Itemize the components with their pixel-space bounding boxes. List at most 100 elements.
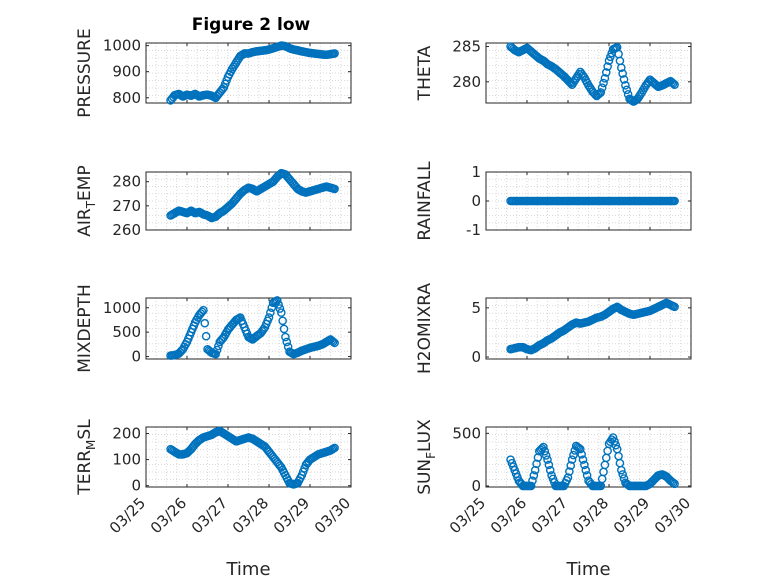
y-axis-label: PRESSURE: [75, 28, 95, 117]
data-point: [668, 79, 678, 88]
data-point: [618, 69, 627, 78]
y-axis-label: MIXDEPTH: [75, 284, 95, 373]
y-tick-label: 500: [112, 323, 141, 341]
subplot-h2omixra: 0 5 H2OMIXRA: [415, 283, 692, 374]
y-tick-label: 260: [112, 221, 141, 239]
data-point: [610, 437, 619, 446]
data-point: [596, 88, 606, 97]
data-point: [617, 63, 626, 73]
data-point: [330, 184, 339, 194]
data-point: [608, 433, 618, 442]
data-point: [614, 451, 623, 461]
axes-box: [485, 42, 692, 104]
series-markers: [166, 168, 339, 223]
data-point: [529, 471, 539, 480]
x-tick-label: 03/25: [106, 494, 149, 537]
x-tick-label: 03/25: [446, 494, 489, 537]
data-point: [619, 75, 629, 84]
x-axis-label: Time: [225, 559, 270, 580]
data-point: [330, 338, 339, 348]
data-point: [328, 337, 338, 347]
data-point: [611, 440, 621, 450]
axes-box: [145, 171, 352, 231]
data-point: [199, 305, 208, 315]
data-point: [540, 446, 550, 456]
data-point: [330, 49, 339, 58]
y-tick-label: 100: [112, 451, 141, 469]
x-tick-label: 03/27: [528, 494, 571, 537]
x-axis-label: Time: [565, 559, 610, 580]
data-point: [563, 473, 573, 482]
y-axis-label: TERRMSL: [75, 419, 98, 496]
y-tick-label: 1000: [103, 37, 141, 55]
x-tick-label: 03/27: [188, 494, 231, 537]
data-point: [600, 73, 610, 83]
axes-box: [485, 297, 692, 360]
series-markers: [506, 298, 679, 355]
x-tick-label: 03/30: [651, 494, 694, 537]
data-point: [266, 308, 275, 317]
x-tick-label: 03/29: [270, 494, 313, 537]
data-point: [275, 304, 285, 313]
data-point: [614, 49, 623, 59]
data-point: [545, 465, 555, 475]
data-point: [668, 478, 678, 488]
data-point: [566, 461, 576, 470]
data-point: [539, 442, 548, 452]
data-point: [603, 62, 612, 71]
data-point: [580, 460, 589, 470]
data-point: [670, 80, 679, 89]
series-markers: [166, 41, 339, 105]
series-markers: [166, 426, 339, 489]
axes-box: [145, 426, 352, 488]
data-point: [567, 455, 577, 464]
data-point: [197, 307, 207, 317]
data-point: [621, 81, 630, 90]
data-point: [264, 313, 274, 322]
series-markers: [506, 42, 679, 106]
y-axis-label: RAINFALL: [415, 161, 435, 241]
data-point: [670, 479, 679, 489]
data-point: [212, 345, 222, 355]
y-axis-label: AIRTEMP: [75, 165, 98, 236]
subplot-theta: 280 285 THETA: [415, 38, 692, 106]
data-point: [272, 296, 282, 305]
y-tick-label: 1: [471, 163, 481, 181]
data-point: [565, 467, 574, 476]
data-point: [537, 444, 547, 453]
data-point: [627, 96, 637, 105]
data-point: [615, 56, 625, 66]
y-tick-label: -1: [466, 221, 481, 239]
subplot-pressure: 800 900 1000 PRESSURE: [75, 28, 352, 118]
data-point: [617, 465, 626, 475]
figure-title: Figure 2 low: [192, 15, 311, 35]
data-point: [276, 308, 286, 317]
data-point: [618, 470, 627, 479]
y-tick-label: 900: [112, 63, 141, 81]
x-tick-label: 03/29: [610, 494, 653, 537]
y-tick-label: 5: [471, 299, 481, 317]
y-tick-label: 1000: [103, 299, 141, 317]
data-point: [200, 318, 210, 328]
y-axis-label: SUNFLUX: [415, 419, 438, 495]
data-point: [211, 349, 220, 359]
y-tick-label: 0: [471, 348, 481, 366]
data-point: [543, 455, 552, 464]
data-point: [582, 471, 592, 480]
series-markers: [506, 196, 679, 206]
data-point: [536, 445, 545, 455]
data-point: [597, 83, 607, 93]
series-markers: [506, 433, 679, 491]
data-point: [599, 78, 608, 88]
data-point: [201, 331, 211, 341]
y-tick-label: 500: [452, 424, 481, 442]
data-point: [330, 443, 339, 453]
axes-box: [145, 42, 352, 104]
data-point: [282, 337, 292, 347]
y-tick-label: 280: [112, 173, 141, 191]
data-point: [569, 450, 578, 460]
y-tick-label: 280: [452, 73, 481, 91]
data-point: [670, 196, 679, 206]
data-point: [600, 460, 610, 470]
